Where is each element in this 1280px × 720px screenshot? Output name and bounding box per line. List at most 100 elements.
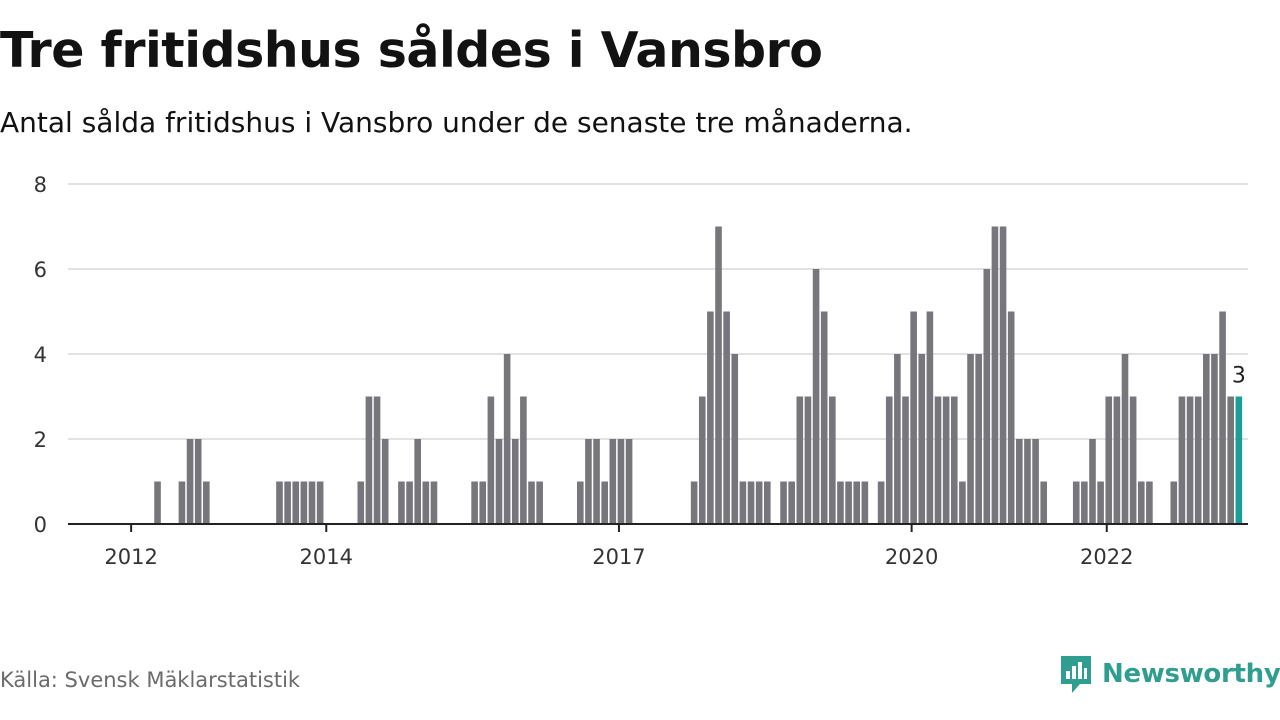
bar	[861, 481, 869, 524]
bar	[1040, 481, 1048, 524]
bar	[381, 439, 389, 524]
x-tick-label: 2014	[300, 545, 353, 569]
bar	[983, 269, 991, 524]
grid-lines	[68, 183, 1248, 440]
bar	[942, 396, 950, 524]
bar	[690, 481, 698, 524]
bar	[365, 396, 373, 524]
bar	[528, 481, 535, 524]
bar	[780, 481, 787, 524]
bar	[625, 439, 633, 524]
bar	[853, 481, 861, 524]
bar	[1072, 481, 1080, 524]
bar	[926, 311, 934, 524]
bar	[300, 481, 308, 524]
bar	[698, 396, 706, 524]
bar	[430, 481, 438, 524]
bar	[609, 439, 617, 524]
y-tick-label: 0	[34, 513, 47, 537]
bar	[536, 481, 543, 524]
x-tick-label: 2017	[592, 545, 645, 569]
bar	[715, 226, 722, 524]
bar	[1121, 354, 1129, 524]
bar	[194, 439, 202, 524]
bar	[1219, 311, 1226, 524]
bar	[292, 481, 300, 524]
bar	[820, 311, 828, 524]
bar	[1105, 396, 1113, 524]
bar	[1129, 396, 1137, 524]
bar	[1081, 481, 1088, 524]
bar	[593, 439, 600, 524]
bar	[747, 481, 755, 524]
bar	[885, 396, 893, 524]
highlighted-bar	[1235, 396, 1243, 524]
bar	[276, 481, 283, 524]
bar	[975, 354, 982, 524]
bar	[837, 481, 844, 524]
x-tick-label: 2022	[1080, 545, 1133, 569]
bar	[1113, 396, 1121, 524]
brand-logo[interactable]: Newsworthy	[1058, 652, 1280, 696]
bar	[902, 396, 909, 524]
bar	[959, 481, 966, 524]
chart-title: Tre fritidshus såldes i Vansbro	[0, 22, 823, 79]
y-tick-label: 8	[34, 173, 47, 197]
bar	[1170, 481, 1178, 524]
bar	[877, 481, 885, 524]
bar	[1211, 354, 1218, 524]
bar	[731, 354, 739, 524]
chart-subtitle: Antal sålda fritidshus i Vansbro under d…	[0, 106, 913, 139]
bar	[845, 481, 852, 524]
bar	[511, 439, 519, 524]
bar	[934, 396, 942, 524]
bar	[284, 481, 291, 524]
bar	[723, 311, 730, 524]
bar	[357, 481, 365, 524]
bar	[406, 481, 413, 524]
bar	[1227, 396, 1234, 524]
bar-chart: 3 0 2 4 6 8 2012 2014 2017 2020 2022	[34, 173, 1248, 569]
bar	[601, 481, 608, 524]
bar	[1186, 396, 1194, 524]
bar	[1097, 481, 1104, 524]
data-label: 3	[1232, 364, 1246, 389]
bar	[788, 481, 795, 524]
axes: 0 2 4 6 8 2012 2014 2017 2020 2022	[34, 173, 1248, 569]
bar	[203, 481, 210, 524]
bar	[398, 481, 405, 524]
bar	[487, 396, 495, 524]
bar	[577, 481, 584, 524]
y-tick-label: 6	[34, 258, 47, 282]
bar	[991, 226, 999, 524]
bar	[755, 481, 763, 524]
x-tick-label: 2012	[104, 545, 157, 569]
bars: 3	[154, 226, 1246, 524]
newsworthy-logo-icon	[1061, 656, 1091, 693]
bar	[804, 396, 812, 524]
bar	[1016, 439, 1023, 524]
bar	[829, 396, 836, 524]
bar	[1146, 481, 1153, 524]
bar	[739, 481, 747, 524]
bar	[707, 311, 714, 524]
x-tick-label: 2020	[885, 545, 938, 569]
bar	[186, 439, 194, 524]
bar	[1178, 396, 1186, 524]
bar	[520, 396, 527, 524]
bar	[316, 481, 324, 524]
bar	[1203, 354, 1210, 524]
bar	[414, 439, 421, 524]
bar	[763, 481, 771, 524]
bar	[1137, 481, 1145, 524]
bar	[503, 354, 511, 524]
bar	[1089, 439, 1096, 524]
y-tick-label: 2	[34, 428, 47, 452]
bar	[617, 439, 625, 524]
bar	[154, 481, 161, 524]
bar	[967, 354, 974, 524]
bar	[950, 396, 958, 524]
bar	[585, 439, 592, 524]
bar	[1024, 439, 1031, 524]
bar	[422, 481, 430, 524]
